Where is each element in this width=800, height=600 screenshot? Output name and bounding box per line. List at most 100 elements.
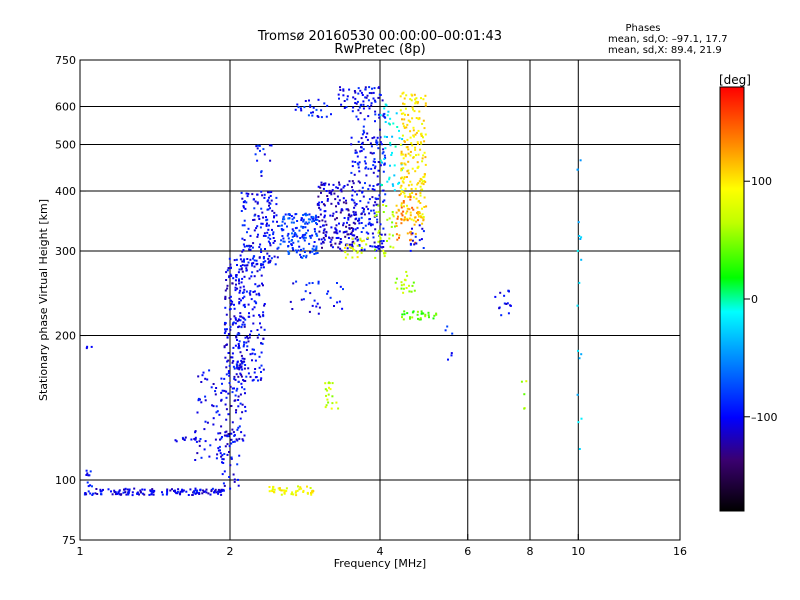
data-point	[241, 357, 244, 360]
data-point	[283, 240, 286, 243]
data-point	[308, 242, 311, 245]
data-point	[290, 493, 293, 496]
data-point	[576, 249, 579, 252]
data-point	[416, 141, 419, 144]
data-point	[403, 278, 406, 281]
data-point	[268, 196, 270, 199]
data-point	[351, 189, 354, 192]
data-point	[202, 371, 205, 374]
data-point	[302, 220, 305, 223]
data-point	[348, 246, 351, 249]
data-point	[290, 243, 293, 246]
data-point	[418, 212, 421, 215]
data-point	[423, 127, 426, 130]
data-point	[235, 258, 238, 261]
data-point	[580, 353, 583, 356]
data-point	[269, 242, 271, 245]
data-point	[367, 188, 370, 191]
data-point	[384, 121, 387, 123]
data-point	[243, 303, 246, 306]
data-point	[296, 103, 299, 106]
phases-line-x: mean, sd,X: 89.4, 21.9	[608, 45, 722, 56]
data-point	[424, 315, 427, 318]
data-point	[211, 487, 214, 490]
data-point	[262, 263, 265, 266]
data-point	[358, 189, 361, 192]
data-point	[136, 492, 139, 495]
data-point	[273, 215, 276, 218]
data-point	[417, 101, 419, 104]
data-point	[253, 255, 256, 258]
data-point	[415, 117, 418, 119]
data-point	[405, 212, 408, 215]
data-point	[358, 244, 361, 247]
data-point	[338, 242, 341, 245]
data-point	[369, 151, 372, 154]
data-point	[399, 109, 402, 112]
data-point	[377, 86, 380, 89]
data-point	[297, 249, 300, 252]
data-point	[232, 473, 235, 476]
data-point	[262, 257, 265, 260]
data-point	[415, 197, 418, 200]
data-point	[352, 96, 355, 99]
data-point	[228, 364, 231, 367]
data-point	[383, 154, 386, 157]
data-point	[308, 221, 311, 224]
data-point	[151, 488, 154, 491]
data-point	[234, 318, 237, 321]
data-point	[365, 243, 368, 246]
data-point	[358, 170, 361, 173]
data-point	[116, 492, 119, 495]
data-point	[340, 241, 343, 244]
data-point	[239, 393, 242, 396]
data-point	[298, 488, 301, 491]
data-point	[240, 375, 243, 378]
data-point	[396, 126, 399, 128]
data-point	[118, 489, 121, 492]
data-point	[368, 198, 371, 201]
data-point	[361, 133, 364, 136]
data-point	[322, 231, 325, 234]
data-point	[305, 283, 308, 286]
data-point	[362, 100, 365, 103]
data-point	[232, 277, 235, 280]
data-point	[241, 270, 244, 273]
data-point	[261, 194, 264, 197]
data-point	[242, 259, 245, 262]
data-point	[412, 310, 415, 313]
data-point	[228, 476, 231, 478]
data-point	[333, 192, 336, 195]
data-point	[427, 311, 430, 314]
data-point	[450, 354, 453, 357]
data-point	[233, 399, 236, 402]
data-point	[260, 266, 263, 269]
y-tick-label: 400	[55, 185, 76, 198]
data-point	[362, 210, 365, 213]
data-point	[402, 157, 405, 160]
data-point	[400, 162, 403, 165]
data-point	[174, 490, 177, 493]
data-point	[422, 98, 425, 101]
data-point	[282, 228, 285, 231]
data-point	[358, 106, 361, 109]
data-point	[409, 316, 411, 319]
data-point	[133, 487, 136, 490]
data-point	[317, 98, 320, 101]
data-point	[411, 192, 414, 194]
data-point	[354, 237, 357, 240]
data-point	[221, 458, 224, 461]
data-point	[243, 260, 245, 263]
data-point	[360, 137, 363, 140]
data-point	[409, 238, 412, 241]
data-point	[294, 213, 297, 216]
data-point	[225, 408, 228, 411]
data-point	[251, 359, 253, 362]
data-point	[377, 183, 380, 186]
data-point	[262, 311, 265, 314]
data-point	[405, 126, 408, 129]
data-point	[237, 326, 240, 329]
data-point	[319, 225, 322, 228]
data-point	[330, 202, 333, 205]
data-point	[398, 129, 400, 132]
